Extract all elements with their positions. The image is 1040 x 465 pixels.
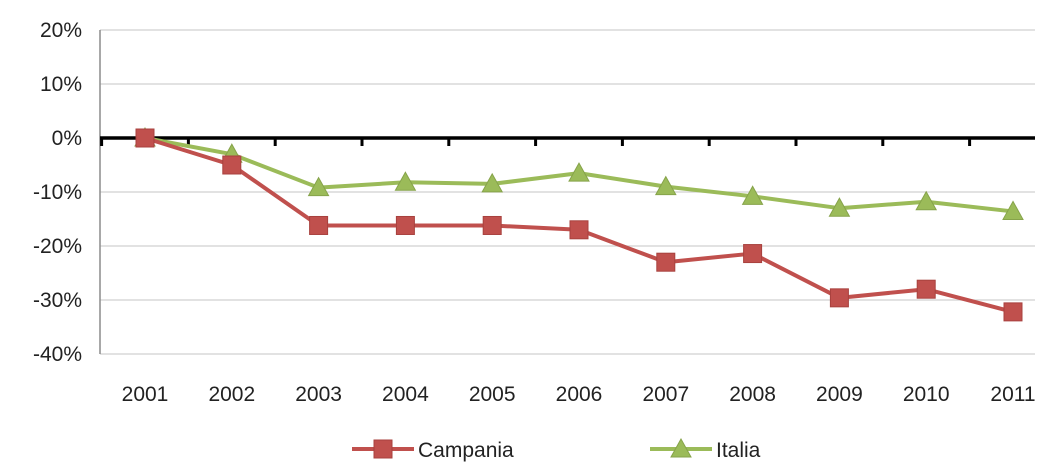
- x-tick-label: 2002: [208, 383, 255, 406]
- x-tick-label: 2005: [469, 383, 516, 406]
- legend-marker-campania: [373, 439, 393, 459]
- legend-marker-italia: [670, 437, 692, 458]
- data-point-italia: [307, 176, 330, 197]
- y-tick-label: -10%: [33, 181, 82, 204]
- x-tick-label: 2009: [816, 383, 863, 406]
- gridlines: [100, 29, 1035, 355]
- y-tick-label: -30%: [33, 289, 82, 312]
- data-point-italia: [394, 171, 417, 191]
- tick-labels: 20% 10% 0% -10% -20% -30% -40% 2001 2002 2003 2004…: [33, 19, 1036, 406]
- data-point-campania: [743, 244, 763, 264]
- x-tick-label: 2011: [990, 383, 1035, 406]
- axes: [99, 30, 1035, 354]
- x-tick-label: 2004: [382, 383, 429, 406]
- data-point-italia: [915, 190, 938, 211]
- y-tick-label: -20%: [33, 235, 82, 258]
- data-point-campania: [569, 220, 589, 240]
- data-point-campania: [395, 215, 415, 235]
- data-point-italia: [741, 185, 764, 205]
- data-point-campania: [482, 215, 502, 235]
- series-italia: [134, 126, 1024, 220]
- x-tick-label: 2010: [903, 383, 950, 406]
- legend-item-italia: Italia: [650, 437, 761, 462]
- data-point-italia: [568, 162, 590, 182]
- data-point-campania: [656, 252, 676, 272]
- legend: Campania Italia: [352, 437, 761, 462]
- x-tick-label: 2007: [642, 383, 689, 406]
- data-point-italia: [654, 175, 677, 196]
- y-tick-label: 0%: [52, 127, 82, 150]
- legend-label-italia: Italia: [716, 439, 761, 462]
- data-point-campania: [1003, 302, 1023, 322]
- y-tick-label: 20%: [40, 19, 82, 42]
- y-tick-label: 10%: [40, 73, 82, 96]
- series-lines: [134, 126, 1024, 322]
- data-point-campania: [135, 128, 155, 148]
- x-tick-label: 2006: [556, 383, 603, 406]
- data-point-campania: [222, 155, 242, 175]
- data-point-italia: [1002, 200, 1024, 220]
- series-campania: [135, 128, 1023, 322]
- data-point-campania: [829, 288, 849, 308]
- x-tick-label: 2001: [122, 383, 169, 406]
- x-tick-label: 2003: [295, 383, 342, 406]
- data-point-campania: [916, 279, 936, 299]
- data-point-campania: [309, 215, 329, 235]
- data-point-italia: [481, 172, 504, 193]
- legend-item-campania: Campania: [352, 439, 514, 462]
- x-tick-label: 2008: [729, 383, 776, 406]
- legend-label-campania: Campania: [418, 439, 514, 462]
- data-point-italia: [828, 197, 851, 217]
- y-tick-label: -40%: [33, 343, 82, 366]
